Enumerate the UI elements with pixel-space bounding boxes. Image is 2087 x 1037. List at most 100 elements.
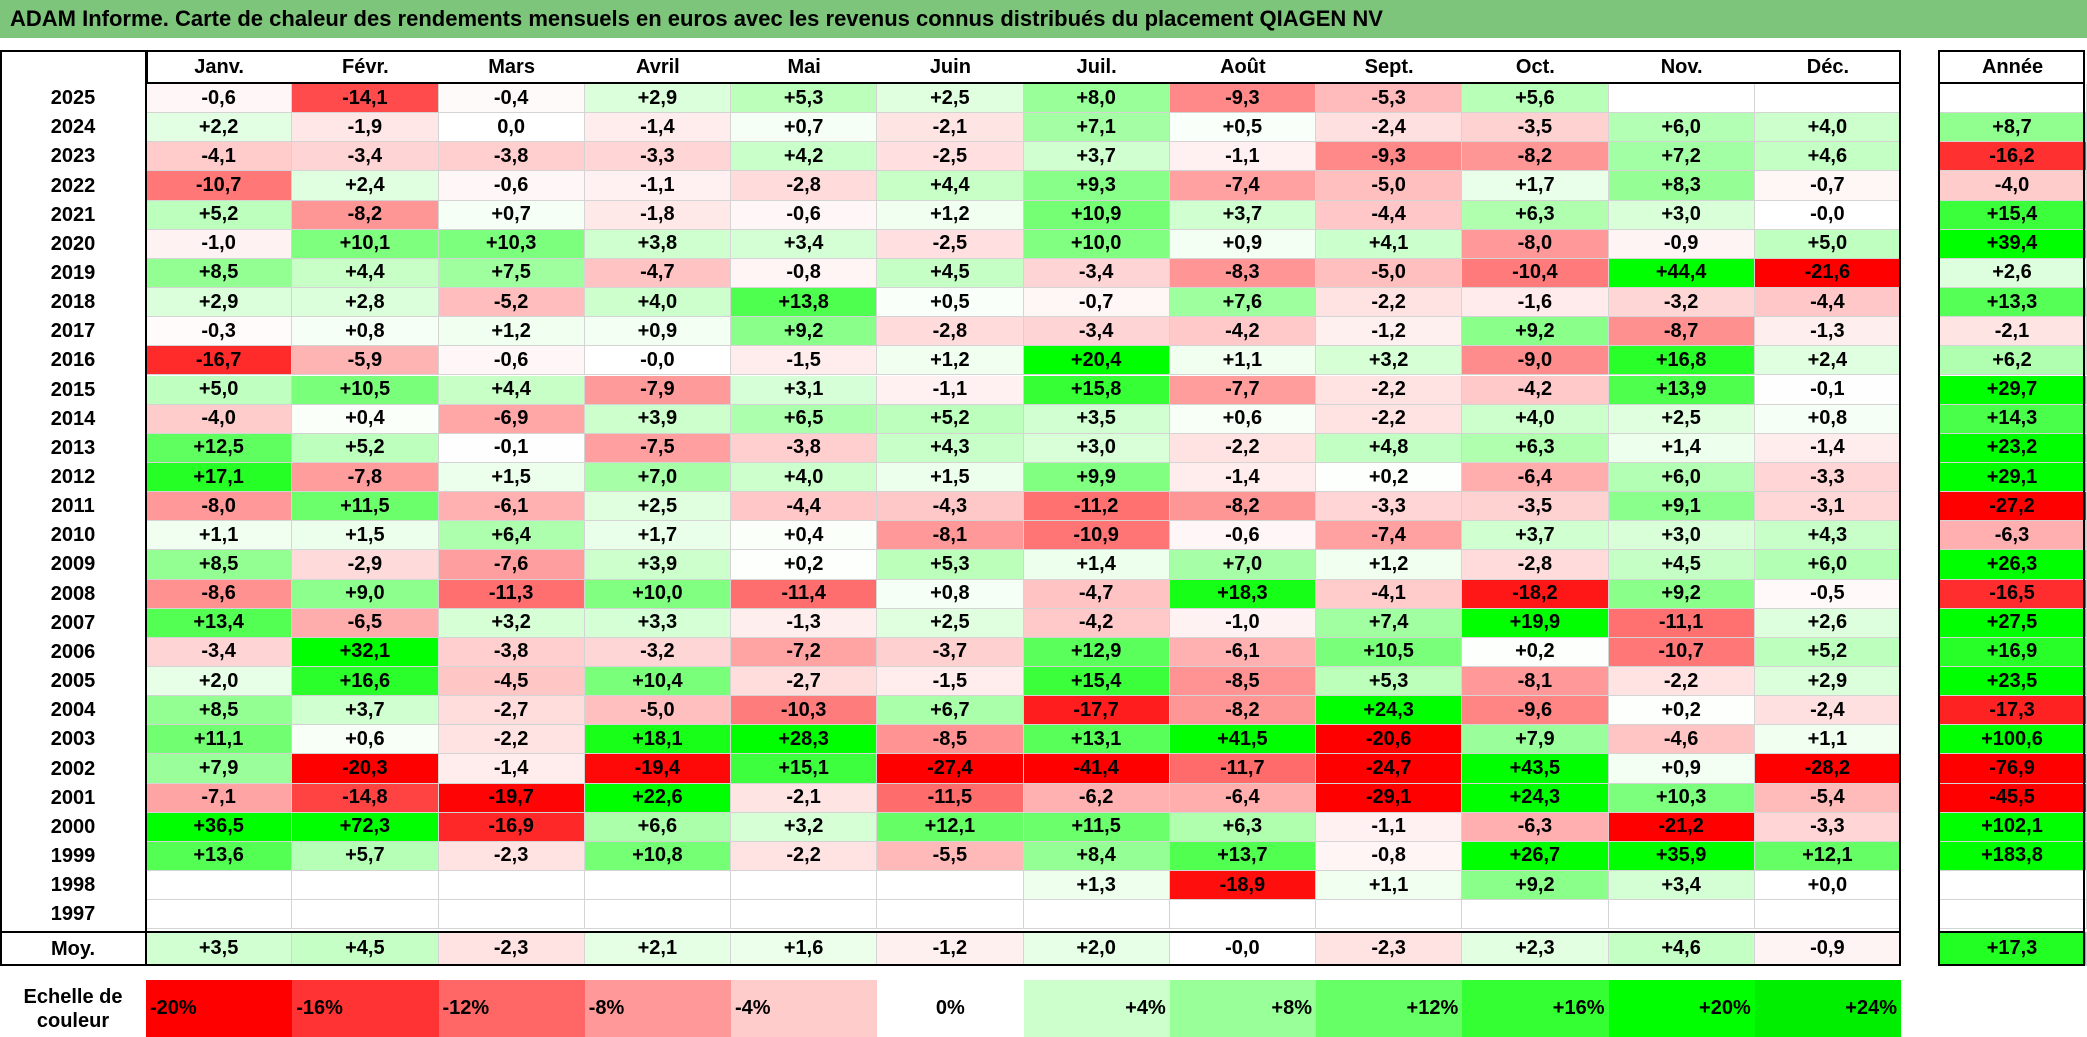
annual-cell — [1938, 84, 2087, 114]
heatmap-cell: +1,2 — [877, 346, 1024, 376]
column-header: Mars — [488, 55, 535, 78]
annual-cell: +100,6 — [1938, 725, 2087, 755]
heatmap-cell: +7,0 — [1169, 550, 1316, 580]
heatmap-cell: +0,5 — [877, 288, 1024, 318]
heatmap-cell: -6,4 — [1169, 783, 1316, 813]
column-header: Oct. — [1515, 55, 1555, 78]
average-cell: +1,6 — [731, 932, 878, 966]
heatmap-cell: +7,1 — [1023, 113, 1170, 143]
heatmap-cell: -16,7 — [146, 346, 293, 376]
row-year-label: 2016 — [50, 349, 96, 372]
color-scale-swatch: -12% — [438, 980, 585, 1037]
heatmap-cell: -8,2 — [1169, 696, 1316, 726]
report-title: ADAM Informe. Carte de chaleur des rende… — [0, 0, 2087, 38]
heatmap-cell: +0,6 — [1169, 404, 1316, 434]
heatmap-cell: +9,2 — [731, 317, 878, 347]
heatmap-cell: -4,2 — [1023, 608, 1170, 638]
row-year-label: 2019 — [50, 261, 96, 284]
heatmap-cell: -2,8 — [731, 171, 878, 201]
heatmap-cell: -0,5 — [1754, 579, 1901, 609]
heatmap-cell: +44,4 — [1608, 258, 1755, 289]
heatmap-cell: +72,3 — [292, 812, 439, 842]
heatmap-cell: +19,9 — [1462, 608, 1609, 638]
heatmap-cell — [1169, 900, 1316, 930]
annual-cell: -76,9 — [1938, 754, 2087, 784]
heatmap-cell: +16,8 — [1608, 346, 1755, 376]
heatmap-cell: +1,2 — [438, 317, 585, 347]
heatmap-cell: +1,1 — [146, 521, 293, 551]
heatmap-cell: +2,4 — [1754, 346, 1901, 376]
color-scale-title-line: couleur — [36, 1009, 110, 1032]
average-cell: -0,0 — [1169, 932, 1316, 966]
heatmap-cell: -2,2 — [1316, 375, 1463, 405]
column-header: Nov. — [1660, 55, 1703, 78]
average-cell: +2,0 — [1023, 932, 1170, 966]
annual-cell: +23,2 — [1938, 433, 2087, 463]
heatmap-cell: -11,5 — [877, 783, 1024, 813]
average-cell: +4,5 — [292, 932, 439, 966]
heatmap-cell: -7,4 — [1169, 171, 1316, 201]
heatmap-cell: +10,0 — [1023, 229, 1170, 259]
heatmap-cell: +20,4 — [1023, 346, 1170, 376]
heatmap-cell: +7,6 — [1169, 288, 1316, 318]
heatmap-cell: +5,2 — [1754, 637, 1901, 667]
heatmap-cell: +4,2 — [731, 142, 878, 172]
column-header: Juin — [929, 55, 971, 78]
heatmap-cell: -3,8 — [438, 142, 585, 172]
heatmap-cell: -8,5 — [1169, 667, 1316, 697]
heatmap-cell: +12,1 — [1754, 841, 1901, 872]
heatmap-cell: -2,8 — [1462, 550, 1609, 580]
heatmap-cell: +8,5 — [146, 696, 293, 726]
heatmap-cell: +7,9 — [146, 754, 293, 784]
heatmap-cell: -2,8 — [877, 317, 1024, 347]
heatmap-cell: -1,4 — [1169, 462, 1316, 493]
heatmap-cell: -6,4 — [1462, 462, 1609, 493]
annual-cell: -16,2 — [1938, 142, 2087, 172]
average-cell: -0,9 — [1754, 932, 1901, 966]
heatmap-cell: +8,5 — [146, 258, 293, 289]
heatmap-cell: +1,7 — [584, 521, 731, 551]
heatmap-cell: -2,2 — [1316, 288, 1463, 318]
row-year-label: 2012 — [50, 466, 96, 488]
heatmap-cell: +5,2 — [292, 433, 439, 463]
heatmap-cell: +3,4 — [731, 229, 878, 259]
annual-cell: -4,0 — [1938, 171, 2087, 201]
heatmap-cell: +10,5 — [292, 375, 439, 405]
year-column-separator — [145, 50, 147, 966]
heatmap-cell: -11,3 — [438, 579, 585, 609]
heatmap-cell: -5,3 — [1316, 84, 1463, 114]
heatmap-cell: +9,9 — [1023, 462, 1170, 493]
heatmap-cell: -4,2 — [1169, 317, 1316, 347]
heatmap-cell: +2,5 — [584, 492, 731, 522]
heatmap-cell: -2,2 — [1608, 667, 1755, 697]
heatmap-cell: +0,5 — [1169, 113, 1316, 143]
heatmap-cell: -14,8 — [292, 783, 439, 813]
heatmap-cell: +7,4 — [1316, 608, 1463, 638]
heatmap-cell: -9,3 — [1316, 142, 1463, 172]
heatmap-cell: +3,8 — [584, 229, 731, 259]
annual-cell: +183,8 — [1938, 841, 2087, 872]
heatmap-cell: +0,4 — [292, 404, 439, 434]
row-year-label: 2002 — [50, 757, 96, 780]
heatmap-cell: -4,5 — [438, 667, 585, 697]
row-year-label: 2013 — [50, 436, 96, 459]
heatmap-cell: +6,6 — [584, 812, 731, 842]
heatmap-cell: -2,9 — [292, 550, 439, 580]
heatmap-cell: +41,5 — [1169, 725, 1316, 755]
column-header: Févr. — [342, 55, 389, 78]
heatmap-cell: +13,8 — [731, 288, 878, 318]
heatmap-cell: +36,5 — [146, 812, 293, 842]
heatmap-cell: -3,8 — [438, 637, 585, 667]
row-year-label: 2015 — [50, 378, 96, 401]
heatmap-cell: -5,5 — [877, 841, 1024, 872]
annual-cell — [1938, 871, 2087, 901]
heatmap-cell: -0,1 — [1754, 375, 1901, 405]
heatmap-cell: +5,6 — [1462, 84, 1609, 114]
heatmap-cell: +10,3 — [438, 229, 585, 259]
heatmap-cell: +3,9 — [584, 550, 731, 580]
heatmap-cell: -10,7 — [146, 171, 293, 201]
heatmap-cell: -3,4 — [146, 637, 293, 667]
heatmap-cell: +12,1 — [877, 812, 1024, 842]
row-year-label: 1997 — [50, 903, 96, 926]
annual-cell: +27,5 — [1938, 608, 2087, 638]
